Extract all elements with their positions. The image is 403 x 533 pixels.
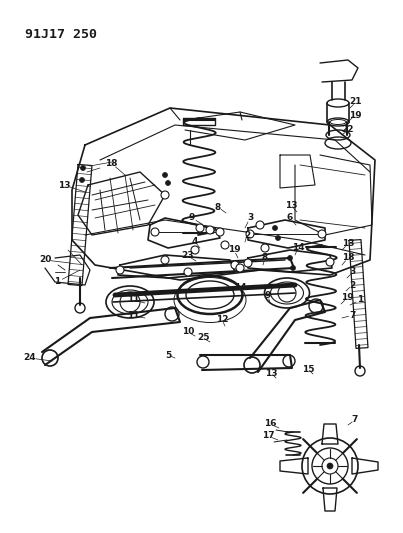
- Circle shape: [272, 225, 278, 230]
- Circle shape: [166, 181, 170, 185]
- Text: 11: 11: [127, 295, 139, 304]
- Text: 21: 21: [350, 98, 362, 107]
- Text: 7: 7: [350, 311, 356, 319]
- Text: 9: 9: [189, 214, 195, 222]
- Circle shape: [216, 228, 224, 236]
- Text: 13: 13: [342, 239, 354, 248]
- Text: 19: 19: [349, 110, 361, 119]
- Circle shape: [161, 256, 169, 264]
- Circle shape: [318, 230, 326, 238]
- Text: 5: 5: [165, 351, 171, 359]
- Circle shape: [236, 264, 244, 272]
- Circle shape: [291, 265, 295, 271]
- Text: 2: 2: [244, 230, 250, 239]
- Text: 16: 16: [264, 419, 276, 429]
- Circle shape: [161, 191, 169, 199]
- Circle shape: [151, 228, 159, 236]
- Text: 13: 13: [58, 181, 70, 190]
- Circle shape: [244, 259, 252, 267]
- Text: 91J17 250: 91J17 250: [25, 28, 97, 41]
- Circle shape: [231, 261, 239, 269]
- Text: 22: 22: [342, 125, 354, 134]
- Text: 14: 14: [292, 244, 304, 253]
- Text: 13: 13: [265, 368, 277, 377]
- Circle shape: [206, 226, 214, 234]
- Text: 1: 1: [357, 295, 363, 304]
- Circle shape: [221, 241, 229, 249]
- Text: 8: 8: [262, 254, 268, 262]
- Text: 18: 18: [105, 158, 117, 167]
- Text: 1: 1: [54, 278, 60, 287]
- Text: 17: 17: [262, 432, 274, 440]
- Text: 23: 23: [182, 252, 194, 261]
- Circle shape: [327, 463, 333, 469]
- Circle shape: [261, 244, 269, 252]
- Circle shape: [81, 166, 85, 171]
- Text: 19: 19: [228, 246, 240, 254]
- Text: 9: 9: [265, 292, 271, 301]
- Text: 7: 7: [352, 416, 358, 424]
- Text: 15: 15: [302, 365, 314, 374]
- Text: 6: 6: [287, 214, 293, 222]
- Text: 8: 8: [215, 203, 221, 212]
- Text: 13: 13: [285, 200, 297, 209]
- Text: 19: 19: [341, 294, 353, 303]
- Circle shape: [191, 246, 199, 254]
- Text: 20: 20: [39, 255, 51, 264]
- Circle shape: [196, 224, 204, 232]
- Circle shape: [256, 221, 264, 229]
- Text: 10: 10: [182, 327, 194, 336]
- Text: 2: 2: [349, 280, 355, 289]
- Circle shape: [287, 255, 293, 261]
- Circle shape: [162, 173, 168, 177]
- Text: 3: 3: [247, 214, 253, 222]
- Circle shape: [326, 258, 334, 266]
- Circle shape: [79, 177, 85, 182]
- Text: 24: 24: [24, 353, 36, 362]
- Text: 12: 12: [216, 316, 228, 325]
- Text: 18: 18: [342, 254, 354, 262]
- Circle shape: [184, 268, 192, 276]
- Circle shape: [116, 266, 124, 274]
- Circle shape: [246, 230, 254, 238]
- Text: 3: 3: [350, 268, 356, 277]
- Text: 14: 14: [234, 284, 246, 293]
- Text: 11: 11: [127, 311, 139, 320]
- Circle shape: [276, 236, 280, 240]
- Text: 25: 25: [197, 334, 209, 343]
- Text: 4: 4: [192, 238, 198, 246]
